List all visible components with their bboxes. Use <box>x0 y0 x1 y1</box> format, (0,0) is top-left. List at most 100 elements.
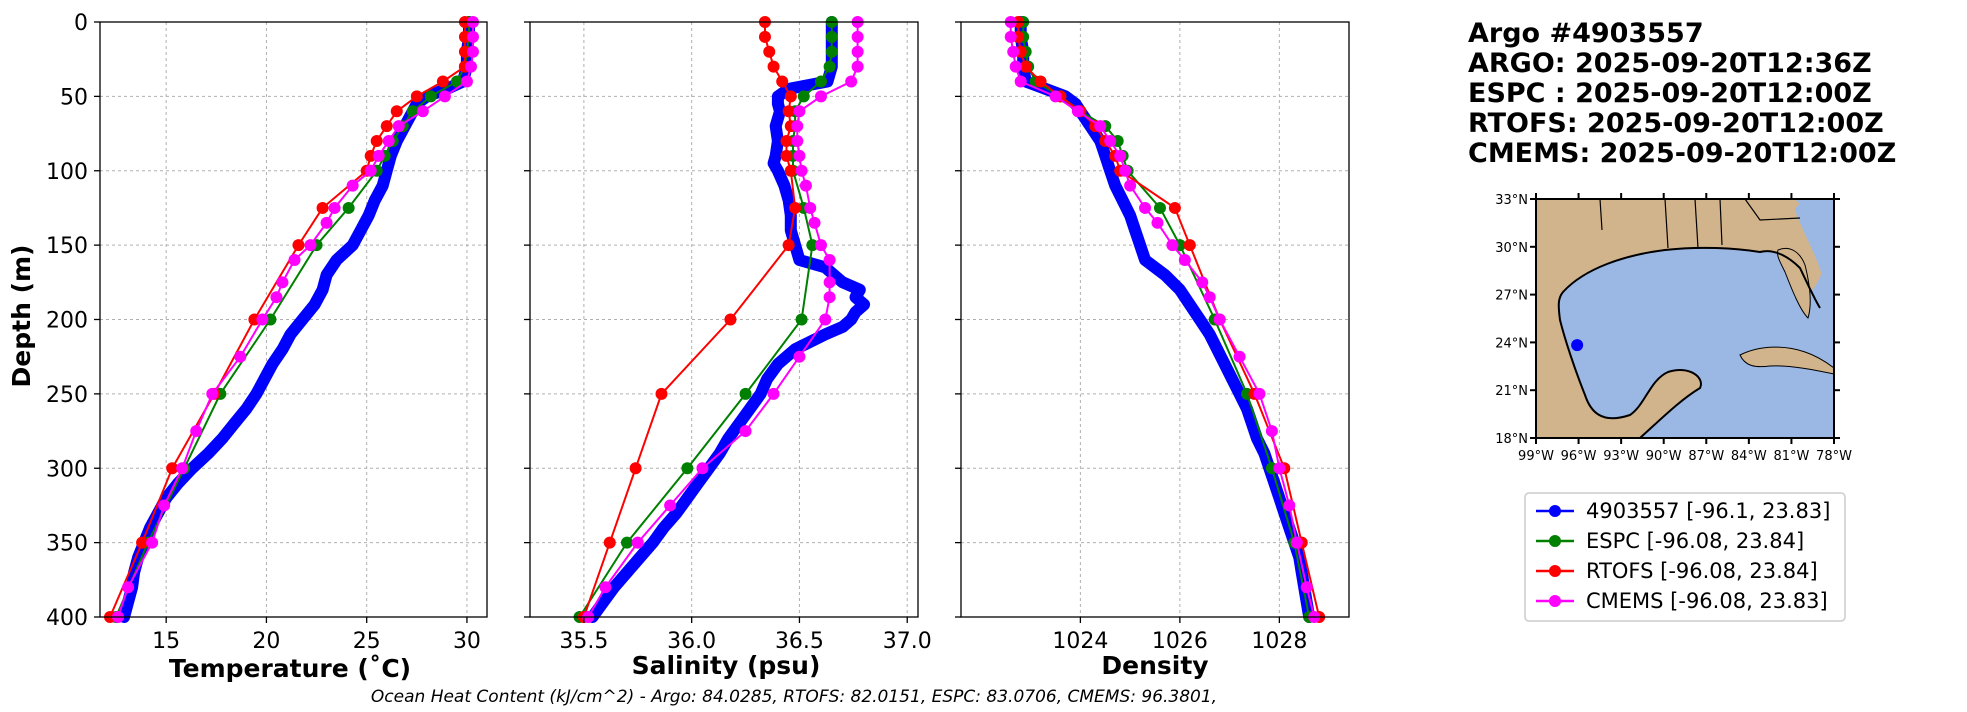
rtofs-time: RTOFS: 2025-09-20T12:00Z <box>1468 108 1884 139</box>
cmems-point <box>696 462 709 475</box>
cmems-point <box>1233 350 1246 363</box>
cmems-point <box>1071 105 1084 118</box>
espc-point <box>1153 201 1166 214</box>
cmems-point <box>1203 291 1216 304</box>
map-ticks: 99°W 96°W 93°W 90°W 87°W 84°W 81°W 78°W 33°N 30°N… <box>1495 193 1852 464</box>
rtofs-point <box>655 387 668 400</box>
float-location-marker <box>1571 339 1584 352</box>
float-title: Argo #4903557 <box>1468 18 1704 49</box>
espc-point <box>806 239 819 252</box>
rtofs-point <box>390 105 403 118</box>
cmems-point <box>823 276 836 289</box>
cmems-point <box>206 387 219 400</box>
cmems-point <box>1104 135 1117 147</box>
cmems-point <box>1114 149 1127 162</box>
cmems-point <box>767 387 780 400</box>
cmems-point <box>288 254 301 266</box>
cmems-point <box>234 350 247 363</box>
rtofs-point <box>136 536 149 549</box>
rtofs-point <box>767 60 780 73</box>
density-panel: 1024 1026 1028 <box>955 16 1350 654</box>
cmems-point <box>416 105 429 118</box>
cmems-point <box>851 45 864 58</box>
x-tick-label: 1026 <box>1152 629 1208 654</box>
cmems-point <box>256 313 269 326</box>
y-tick-label: 100 <box>46 160 88 185</box>
cmems-point <box>1265 425 1278 438</box>
florida-land <box>1777 247 1811 319</box>
map-lat-label: 33°N <box>1495 193 1528 208</box>
cmems-point <box>438 90 451 103</box>
cmems-point <box>1273 462 1286 475</box>
cmems-point <box>1014 75 1027 88</box>
cmems-point <box>328 201 341 214</box>
cmems-point <box>1049 90 1062 103</box>
espc-point <box>406 105 419 118</box>
cmems-point <box>851 60 864 73</box>
map-lat-label: 27°N <box>1495 289 1528 304</box>
espc-point <box>621 536 633 549</box>
x-tick-label: 36.0 <box>667 629 716 654</box>
espc-time: ESPC : 2025-09-20T12:00Z <box>1468 78 1872 109</box>
cmems-point <box>631 536 644 549</box>
cmems-point <box>793 350 806 363</box>
map-lat-label: 18°N <box>1495 432 1528 447</box>
salinity-axis-label: Salinity (psu) <box>632 651 821 680</box>
cmems-point <box>460 75 473 88</box>
cmems-point <box>793 105 806 118</box>
rtofs-point <box>410 90 423 103</box>
cmems-point <box>372 149 385 162</box>
map-frame <box>1535 198 1835 439</box>
legend-marker-argo <box>1549 505 1561 517</box>
espc-point <box>795 313 808 326</box>
legend-label-cmems: CMEMS [-96.08, 23.83] <box>1586 589 1828 613</box>
cmems-point <box>464 60 477 73</box>
cmems-point <box>122 581 135 594</box>
x-tick-label: 25 <box>353 629 381 654</box>
cmems-point <box>599 581 612 594</box>
legend-box <box>1524 492 1846 622</box>
x-tick-label: 35.5 <box>559 629 608 654</box>
rtofs-point <box>436 75 449 88</box>
rtofs-point <box>789 201 802 214</box>
cmems-point <box>791 120 804 133</box>
cmems-point <box>382 135 395 147</box>
map-lon-label: 87°W <box>1688 449 1724 464</box>
rtofs-point <box>724 313 737 326</box>
map-lon-label: 84°W <box>1731 449 1767 464</box>
legend-marker-espc <box>1549 535 1561 547</box>
rtofs-point <box>782 105 795 118</box>
cmems-point <box>808 216 821 229</box>
cmems-point <box>1124 179 1137 192</box>
x-tick-label: 30 <box>453 629 481 654</box>
rtofs-point <box>780 135 793 147</box>
cmems-point <box>346 179 359 192</box>
salinity-panel: 35.5 36.0 36.5 37.0 <box>524 16 932 654</box>
cmems-point <box>804 201 817 214</box>
y-tick-label: 400 <box>46 606 88 631</box>
location-map: 99°W 96°W 93°W 90°W 87°W 84°W 81°W 78°W 33°N 30°N… <box>1495 193 1852 464</box>
map-lon-label: 78°W <box>1816 449 1852 464</box>
espc-point <box>424 90 437 103</box>
atlantic-water <box>1795 199 1834 438</box>
cmems-point <box>791 135 804 147</box>
legend: 4903557 [-96.1, 23.83] ESPC [-96.08, 23.8… <box>1524 492 1846 622</box>
cmems-point <box>845 75 858 88</box>
rtofs-point <box>782 239 795 252</box>
legend-marker-rtofs <box>1549 565 1561 577</box>
x-tick-label: 37.0 <box>883 629 932 654</box>
y-tick-label: 350 <box>46 532 88 557</box>
x-tick-label: 15 <box>152 629 180 654</box>
rtofs-point <box>780 149 793 162</box>
cmems-point <box>1119 164 1132 177</box>
rtofs-point <box>1168 201 1181 214</box>
argo-profile-line <box>586 16 871 623</box>
rtofs-point <box>629 462 642 475</box>
espc-point <box>823 60 836 73</box>
map-lon-label: 96°W <box>1561 449 1597 464</box>
depth-axis-label: Depth (m) <box>7 245 36 388</box>
cmems-point <box>1094 120 1107 133</box>
legend-label-rtofs: RTOFS [-96.08, 23.84] <box>1586 559 1818 583</box>
coastline <box>1557 246 1821 438</box>
